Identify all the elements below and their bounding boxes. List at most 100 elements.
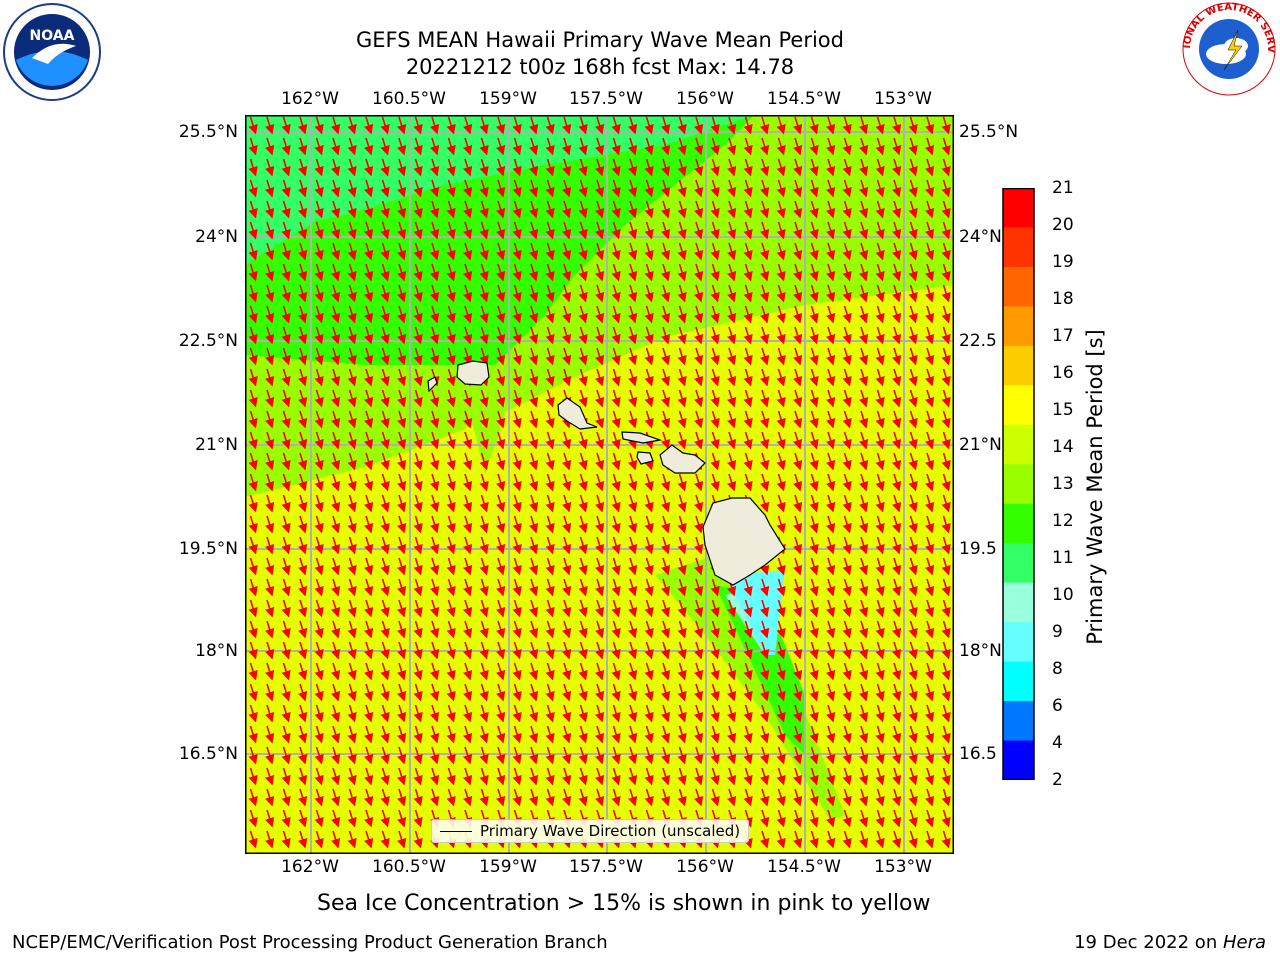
footer-left: NCEP/EMC/Verification Post Processing Pr…	[12, 932, 608, 953]
wave-direction-arrow	[364, 116, 374, 135]
wave-direction-arrow	[446, 158, 456, 177]
wave-direction-arrow	[364, 221, 374, 240]
wave-direction-arrow	[331, 116, 341, 135]
wave-direction-arrow	[842, 326, 852, 345]
wave-direction-arrow	[298, 284, 308, 303]
wave-direction-arrow	[413, 515, 423, 534]
wave-direction-arrow	[776, 242, 786, 261]
wave-direction-arrow	[331, 200, 341, 219]
wave-direction-arrow	[314, 494, 324, 513]
wave-direction-arrow	[727, 347, 737, 366]
wave-direction-arrow	[941, 347, 951, 366]
wave-direction-arrow	[826, 347, 836, 366]
wave-direction-arrow	[875, 305, 885, 324]
wave-direction-arrow	[859, 368, 869, 387]
wave-direction-arrow	[397, 494, 407, 513]
colorbar-tick: 19	[1052, 252, 1074, 272]
wave-direction-arrow	[694, 515, 704, 534]
wave-direction-arrow	[281, 158, 291, 177]
wave-direction-arrow	[314, 305, 324, 324]
wave-direction-arrow	[529, 263, 539, 282]
wave-direction-arrow	[512, 179, 522, 198]
lon-tick-top: 162°W	[281, 89, 339, 109]
wave-direction-arrow	[677, 200, 687, 219]
lat-tick-left: 16.5°N	[178, 744, 238, 764]
wave-direction-arrow	[479, 137, 489, 156]
wave-direction-arrow	[727, 452, 737, 471]
wave-direction-arrow	[545, 473, 555, 492]
wave-direction-arrow	[298, 158, 308, 177]
wave-direction-arrow	[578, 305, 588, 324]
wave-direction-arrow	[529, 536, 539, 555]
wave-direction-arrow	[562, 179, 572, 198]
wave-direction-arrow	[430, 221, 440, 240]
wave-direction-arrow	[644, 221, 654, 240]
wave-direction-arrow	[430, 179, 440, 198]
wave-direction-arrow	[562, 473, 572, 492]
wave-direction-arrow	[842, 389, 852, 408]
wave-direction-arrow	[314, 452, 324, 471]
wave-direction-arrow	[397, 536, 407, 555]
wave-direction-arrow	[248, 284, 258, 303]
wave-direction-arrow	[463, 221, 473, 240]
wave-direction-arrow	[380, 410, 390, 429]
wave-direction-arrow	[479, 116, 489, 135]
wave-direction-arrow	[446, 389, 456, 408]
wave-direction-arrow	[842, 116, 852, 135]
wave-direction-arrow	[430, 410, 440, 429]
wave-direction-arrow	[248, 116, 258, 135]
wave-direction-arrow	[562, 221, 572, 240]
wave-direction-arrow	[743, 452, 753, 471]
wave-direction-arrow	[661, 242, 671, 261]
wave-direction-arrow	[380, 326, 390, 345]
wave-direction-arrow	[281, 305, 291, 324]
lon-tick-top: 159°W	[479, 89, 537, 109]
wave-direction-arrow	[364, 368, 374, 387]
wave-direction-arrow	[743, 116, 753, 135]
wave-direction-arrow	[347, 368, 357, 387]
wave-direction-arrow	[446, 410, 456, 429]
lat-tick-right: 21°N	[959, 435, 1002, 455]
wave-direction-arrow	[826, 452, 836, 471]
wave-direction-arrow	[331, 305, 341, 324]
wave-direction-arrow	[380, 515, 390, 534]
wave-direction-arrow	[578, 536, 588, 555]
wave-direction-arrow	[545, 263, 555, 282]
wave-direction-arrow	[562, 515, 572, 534]
wave-direction-arrow	[430, 431, 440, 450]
wave-direction-arrow	[892, 137, 902, 156]
wave-direction-arrow	[941, 242, 951, 261]
wave-direction-arrow	[496, 389, 506, 408]
lon-tick-bottom: 153°W	[874, 857, 932, 877]
wave-direction-arrow	[743, 326, 753, 345]
wave-direction-arrow	[265, 326, 275, 345]
wave-direction-arrow	[809, 179, 819, 198]
wave-direction-arrow	[677, 473, 687, 492]
wave-direction-arrow	[281, 368, 291, 387]
wave-direction-arrow	[512, 515, 522, 534]
wave-direction-arrow	[578, 326, 588, 345]
wave-direction-arrow	[859, 200, 869, 219]
wave-direction-arrow	[760, 347, 770, 366]
wave-direction-arrow	[512, 305, 522, 324]
wave-direction-arrow	[331, 431, 341, 450]
wave-direction-arrow	[529, 389, 539, 408]
colorbar-tick: 8	[1052, 659, 1063, 679]
wave-direction-arrow	[380, 116, 390, 135]
wave-direction-arrow	[281, 494, 291, 513]
wave-direction-arrow	[644, 305, 654, 324]
wave-direction-arrow	[677, 347, 687, 366]
wave-direction-arrow	[529, 431, 539, 450]
wave-direction-arrow	[628, 473, 638, 492]
wave-direction-arrow	[727, 305, 737, 324]
wave-direction-arrow	[265, 410, 275, 429]
wave-direction-arrow	[760, 284, 770, 303]
wave-direction-arrow	[281, 452, 291, 471]
wave-direction-arrow	[380, 158, 390, 177]
wave-direction-arrow	[413, 179, 423, 198]
wave-direction-arrow	[694, 326, 704, 345]
wave-direction-arrow	[644, 200, 654, 219]
wave-direction-arrow	[875, 116, 885, 135]
wave-direction-arrow	[875, 431, 885, 450]
wave-direction-arrow	[446, 515, 456, 534]
